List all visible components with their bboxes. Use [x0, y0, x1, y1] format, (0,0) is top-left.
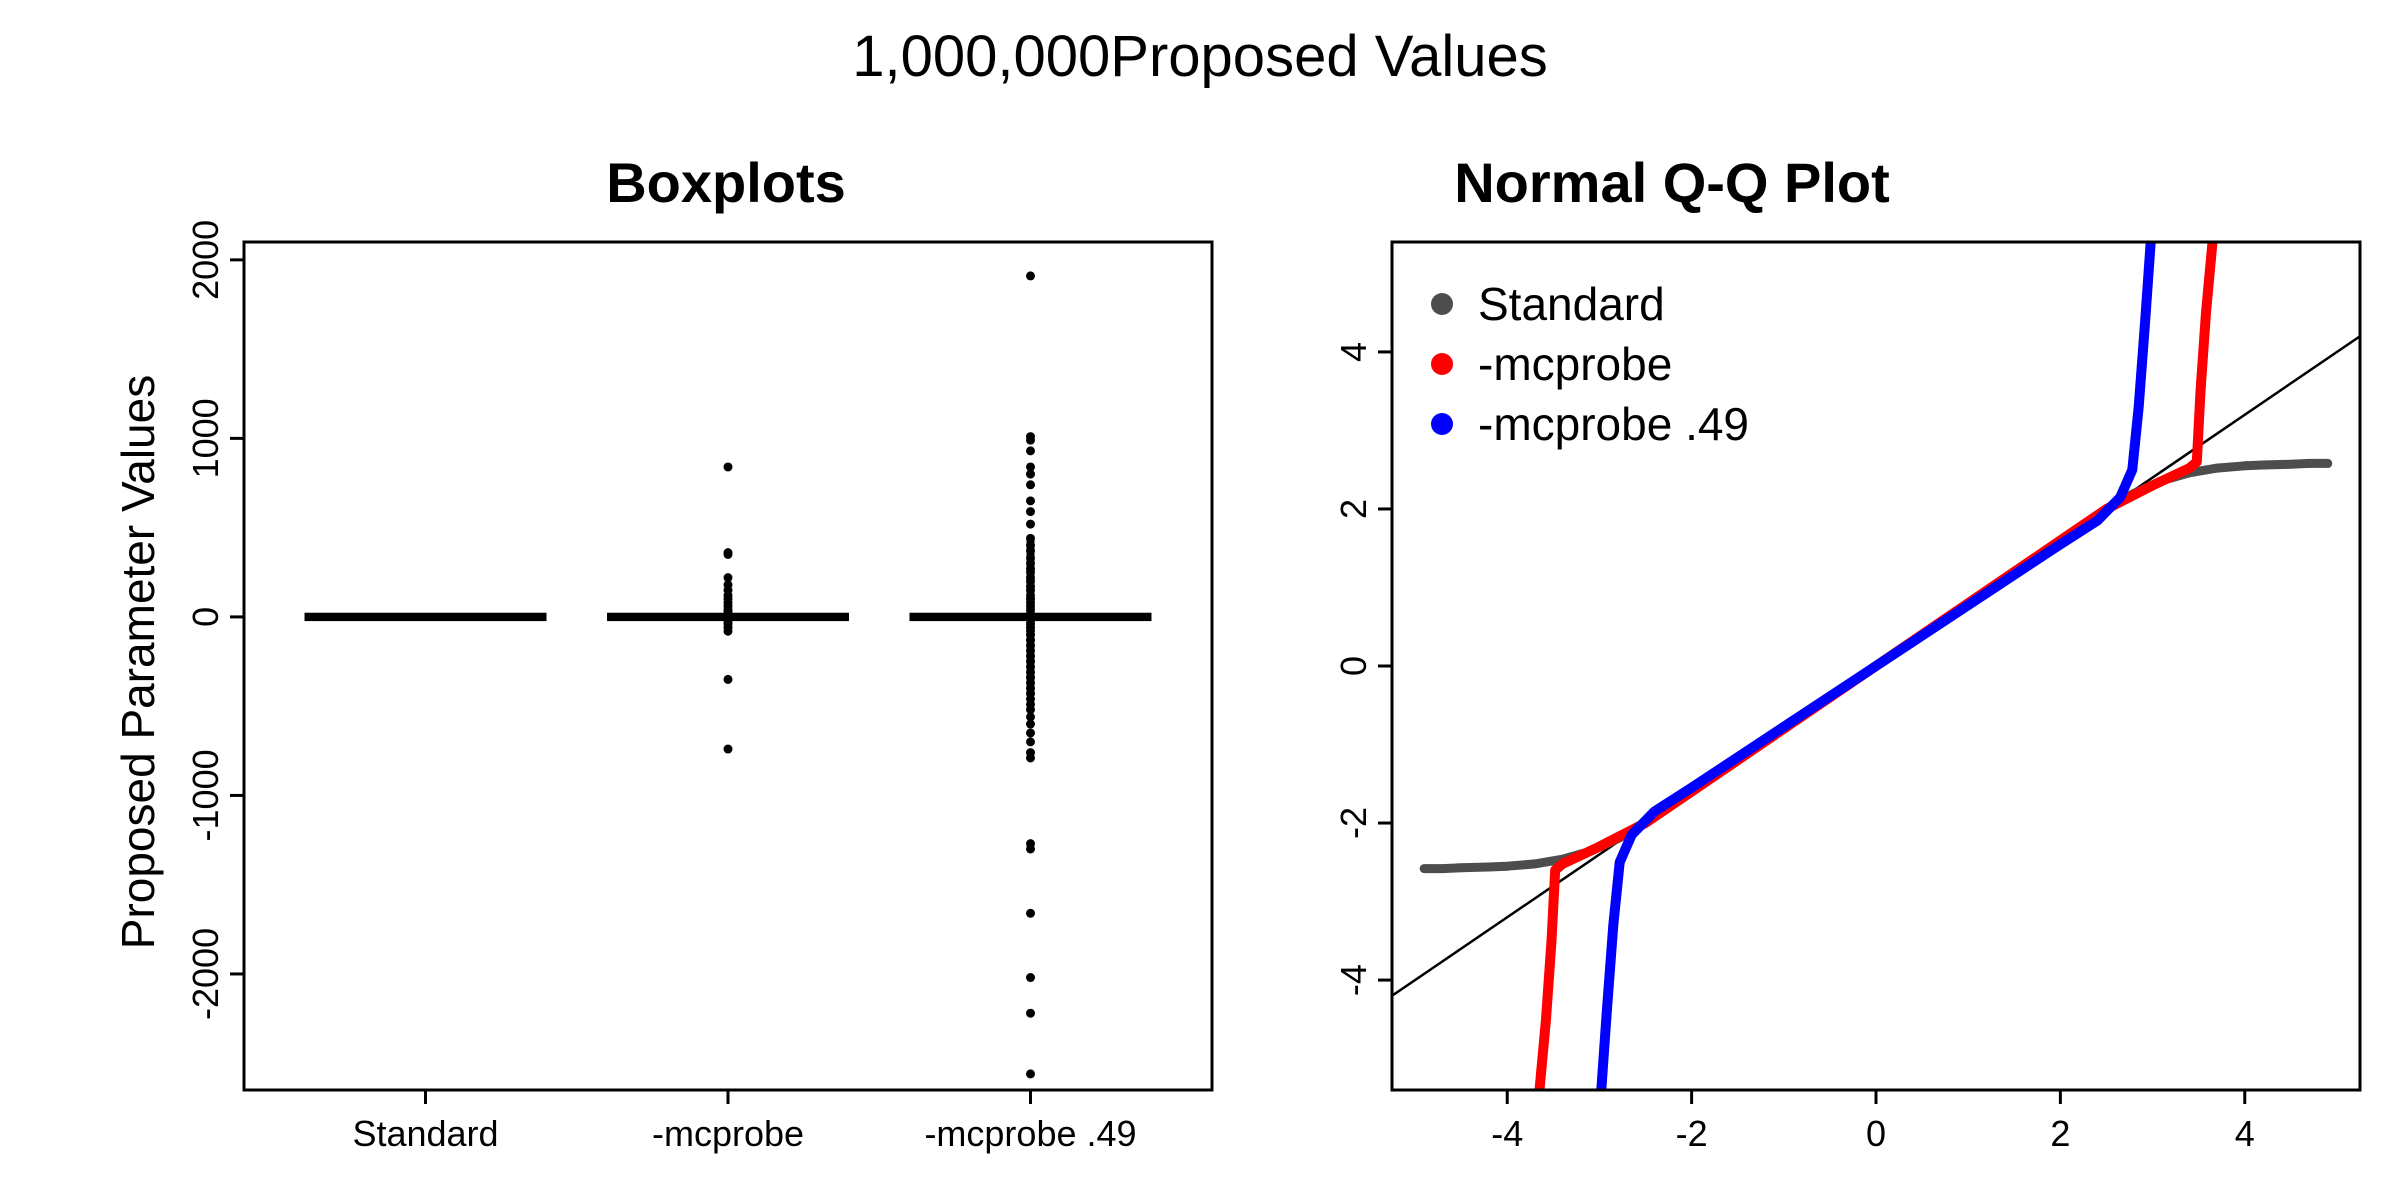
- boxplot-panel: Boxplots Proposed Parameter Values Stand…: [112, 151, 1214, 1154]
- box-mcprobe-49-outlier: [1026, 705, 1035, 715]
- qq-series-standard-point: [1484, 862, 1494, 872]
- qq-legend-marker: [1431, 413, 1453, 435]
- qq-legend: Standard -mcprobe -mcprobe .49: [1431, 278, 1749, 450]
- box-mcprobe-49-outlier: [1026, 753, 1035, 763]
- boxplot-xtick-label: Standard: [352, 1113, 498, 1154]
- boxplot-title: Boxplots: [606, 151, 846, 214]
- qq-legend-marker: [1431, 293, 1453, 315]
- box-mcprobe-49-outlier: [1026, 519, 1035, 529]
- boxplot-ytick-label: 0: [185, 607, 226, 627]
- box-mcprobe-outlier: [723, 573, 733, 583]
- qq-ytick-label: -4: [1333, 964, 1374, 996]
- box-mcprobe-49-outlier: [1026, 435, 1035, 445]
- qq-legend-label: Standard: [1478, 278, 1665, 330]
- box-mcprobe-outlier: [723, 744, 733, 754]
- box-mcprobe-outlier: [723, 608, 733, 618]
- box-mcprobe-49-outlier-band: [1026, 538, 1035, 694]
- box-mcprobe-49-outlier: [1026, 480, 1035, 490]
- qq-xtick-label: -2: [1676, 1113, 1708, 1154]
- box-mcprobe-49-outlier: [1026, 446, 1035, 456]
- boxplot-xtick-label: -mcprobe .49: [924, 1113, 1136, 1154]
- boxplot-ytick-label: 2000: [185, 220, 226, 300]
- qq-panel: Normal Q-Q Plot -4 -2 0 2 4 -4 -2 0 2 4 Standard -…: [1333, 151, 2362, 1154]
- qq-xtick-label: 0: [1866, 1113, 1886, 1154]
- qq-series-standard-point: [2212, 463, 2222, 473]
- box-mcprobe-49-outlier: [1026, 271, 1035, 281]
- box-mcprobe-49-outlier: [1026, 1069, 1035, 1079]
- qq-frame: [1390, 240, 2362, 1092]
- qq-series-standard-point: [1456, 863, 1466, 873]
- qq-series-standard-point: [2258, 460, 2268, 470]
- qq-series-standard-point: [1419, 864, 1429, 874]
- qq-legend-marker: [1431, 353, 1453, 375]
- box-mcprobe-49-outlier: [1026, 908, 1035, 918]
- box-mcprobe-49-outlier: [1026, 462, 1035, 472]
- box-mcprobe-49-outlier: [1026, 1008, 1035, 1018]
- boxplot-ytick-label: -2000: [185, 928, 226, 1020]
- figure-title: 1,000,000Proposed Values: [852, 24, 1547, 89]
- qq-legend-label: -mcprobe: [1478, 338, 1672, 390]
- boxplot-axes: Standard -mcprobe -mcprobe .49 -2000 -1000 0 1…: [185, 220, 1137, 1154]
- box-mcprobe-49-outlier: [1026, 712, 1035, 722]
- qq-series-mcprobe-49-line: [1596, 242, 2156, 1090]
- qq-ytick-label: 4: [1333, 342, 1374, 362]
- box-mcprobe-outlier: [723, 462, 733, 472]
- qq-xtick-label: 2: [2050, 1113, 2070, 1154]
- box-mcprobe-49-outlier: [1026, 728, 1035, 738]
- box-mcprobe-49-outlier: [1026, 507, 1035, 517]
- box-mcprobe-outlier: [723, 674, 733, 684]
- qq-series-standard-point: [1438, 864, 1448, 874]
- qq-axes: -4 -2 0 2 4 -4 -2 0 2 4: [1333, 342, 2255, 1154]
- boxplot-ylabel: Proposed Parameter Values: [112, 375, 164, 949]
- box-mcprobe-49-outlier: [1026, 496, 1035, 506]
- qq-series-standard-point: [2240, 461, 2250, 471]
- boxplot-ytick-label: -1000: [185, 749, 226, 841]
- qq-legend-label: -mcprobe .49: [1478, 398, 1749, 450]
- qq-xtick-label: 4: [2235, 1113, 2255, 1154]
- boxplot-frame: [242, 240, 1214, 1092]
- qq-xtick-label: -4: [1491, 1113, 1523, 1154]
- box-mcprobe-49-outlier: [1026, 719, 1035, 729]
- qq-series-standard-point: [1502, 861, 1512, 871]
- qq-series-standard-point: [1530, 859, 1540, 869]
- box-mcprobe-49-outlier: [1026, 973, 1035, 983]
- box-mcprobe-49-outlier: [1026, 469, 1035, 479]
- qq-ytick-label: 2: [1333, 499, 1374, 519]
- qq-marks: [1392, 242, 2360, 1090]
- boxplot-xtick-label: -mcprobe: [652, 1113, 804, 1154]
- qq-ytick-label: 0: [1333, 656, 1374, 676]
- qq-title: Normal Q-Q Plot: [1454, 151, 1890, 214]
- boxplot-ytick-label: 1000: [185, 398, 226, 478]
- qq-series-standard-point: [2286, 459, 2296, 469]
- box-mcprobe-outlier: [723, 626, 733, 636]
- box-mcprobe-outlier: [723, 549, 733, 559]
- box-mcprobe-49-outlier: [1026, 844, 1035, 854]
- qq-series-standard-point: [2323, 458, 2333, 468]
- qq-ytick-label: -2: [1333, 807, 1374, 839]
- boxplot-marks: [304, 271, 1152, 1079]
- box-mcprobe-49-outlier: [1026, 737, 1035, 747]
- qq-series-standard-point: [2304, 458, 2314, 468]
